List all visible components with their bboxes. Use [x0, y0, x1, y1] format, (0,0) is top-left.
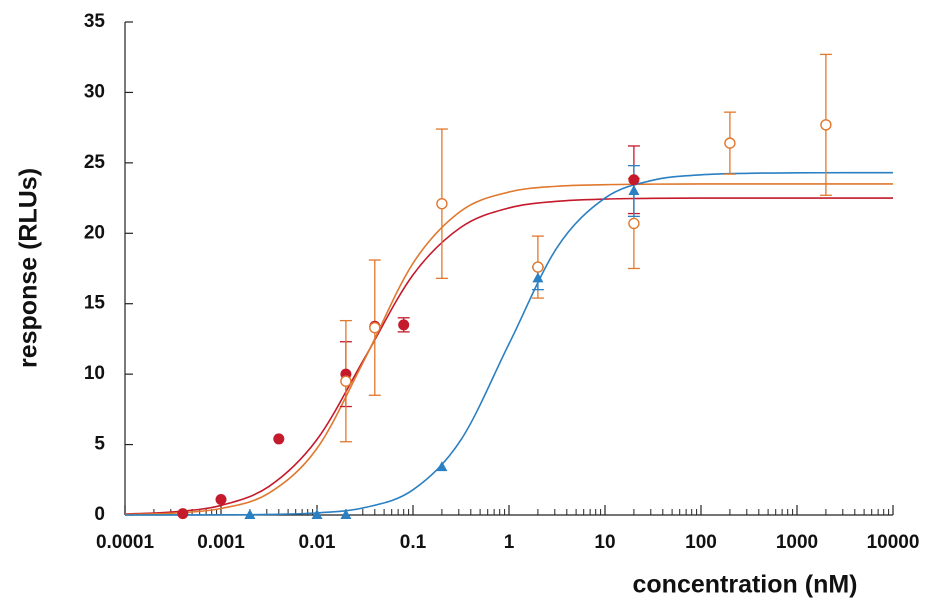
x-tick-label: 0.1: [400, 532, 427, 553]
point: [628, 217, 640, 230]
point: [532, 261, 544, 273]
point: [215, 494, 227, 506]
y-tick-label: 5: [94, 434, 105, 455]
x-tick-label: 1000: [776, 532, 818, 553]
y-tick-label: 35: [84, 11, 106, 32]
point: [436, 198, 448, 210]
x-tick-label: 1: [504, 532, 515, 553]
point: [369, 321, 381, 334]
y-tick-label: 30: [84, 81, 105, 102]
point: [532, 272, 544, 283]
y-tick-label: 25: [84, 152, 106, 173]
x-tick-label: 10: [594, 532, 615, 553]
fit-curve: [124, 171, 894, 516]
point: [436, 461, 448, 472]
x-tick-label: 10000: [867, 532, 920, 553]
y-tick-label: 15: [84, 293, 106, 314]
fit-curve: [124, 197, 893, 515]
y-tick-label: 0: [94, 504, 105, 525]
y-tick-label: 10: [84, 363, 105, 384]
y-axis-label: response (RLUs): [15, 168, 43, 368]
point: [628, 174, 640, 186]
point: [628, 185, 640, 196]
x-axis-label: concentration (nM): [633, 571, 858, 599]
x-tick-label: 100: [685, 532, 717, 553]
point: [244, 509, 256, 519]
x-tick-label: 0.01: [299, 532, 336, 553]
point: [340, 375, 352, 387]
point: [177, 508, 189, 520]
point: [820, 119, 832, 131]
x-tick-label: 0.001: [197, 532, 245, 553]
y-tick-label: 20: [84, 222, 105, 243]
point: [340, 509, 352, 519]
fit-curve: [124, 183, 893, 516]
point: [311, 509, 323, 519]
point: [724, 137, 736, 149]
point: [273, 433, 285, 445]
x-tick-label: 0.0001: [96, 532, 155, 553]
point: [398, 319, 410, 331]
